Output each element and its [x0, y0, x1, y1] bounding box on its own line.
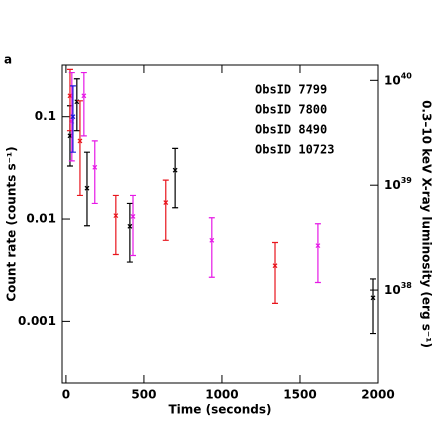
legend-entry: ObsID 7799: [255, 83, 327, 97]
y2-tick-label: 1038: [384, 281, 412, 297]
data-point: [113, 213, 119, 219]
plot-frame: [61, 64, 379, 384]
legend-entry: ObsID 8490: [255, 123, 327, 137]
error-bar: [162, 179, 169, 241]
point-group: [208, 217, 215, 278]
y-axis-label: Count rate (counts s⁻¹): [5, 146, 19, 301]
data-point: [84, 185, 90, 191]
error-bar: [91, 140, 98, 205]
x-tick-label: 1500: [283, 388, 316, 402]
error-bar: [208, 217, 215, 278]
error-bar: [130, 194, 137, 257]
error-bar: [172, 147, 179, 209]
x-tick-label: 1000: [205, 388, 238, 402]
point-group: [370, 278, 377, 335]
tick-base: 10: [384, 73, 401, 87]
legend-entry: ObsID 10723: [255, 143, 334, 157]
data-point: [209, 237, 215, 243]
point-group: [80, 71, 87, 137]
tick-exponent: 38: [401, 281, 413, 290]
x-axis-label: Time (seconds): [168, 403, 271, 417]
y-tick-label: 0.001: [18, 314, 56, 328]
data-point: [315, 243, 321, 249]
error-bar: [314, 223, 321, 284]
error-bar: [68, 71, 75, 162]
point-group: [130, 194, 137, 257]
tick-base: 10: [384, 283, 401, 297]
data-point: [370, 295, 376, 301]
point-group: [91, 140, 98, 205]
x-tick-label: 500: [131, 388, 156, 402]
point-group: [73, 78, 80, 132]
point-group: [112, 194, 119, 256]
data-point: [130, 214, 136, 219]
error-bar: [76, 100, 83, 197]
error-bar: [69, 85, 76, 153]
point-group: [83, 151, 90, 227]
x-tick-label: 0: [62, 388, 70, 402]
error-bar: [80, 71, 87, 137]
data-point: [163, 200, 169, 205]
tick-base: 10: [384, 178, 401, 192]
tick-exponent: 40: [401, 71, 413, 80]
point-group: [272, 241, 279, 304]
error-bar: [126, 202, 133, 263]
data-point: [272, 263, 278, 269]
y-tick-label: 0.01: [26, 212, 56, 226]
point-group: [314, 223, 321, 284]
data-point: [77, 138, 83, 144]
point-group: [162, 179, 169, 241]
data-point: [81, 93, 87, 99]
tick-exponent: 39: [401, 176, 413, 185]
y2-tick-label: 1039: [384, 176, 412, 192]
point-group: [69, 85, 76, 153]
data-point: [70, 114, 76, 120]
point-group: [126, 202, 133, 263]
legend-entry: ObsID 7800: [255, 103, 327, 117]
error-bar: [112, 194, 119, 256]
data-point: [92, 164, 98, 170]
point-group: [172, 147, 179, 209]
y2-tick-label: 1040: [384, 71, 412, 87]
x-tick-label: 2000: [361, 388, 394, 402]
point-group: [76, 100, 83, 197]
error-bar: [370, 278, 377, 335]
y-tick-label: 0.1: [35, 109, 56, 123]
point-group: [68, 71, 75, 162]
error-bar: [73, 78, 80, 132]
data-point: [172, 167, 178, 173]
panel-label: a: [4, 53, 12, 67]
data-point: [127, 223, 133, 229]
error-bar: [272, 241, 279, 304]
y2-axis-label: 0.3–10 keV X-ray luminosity (erg s⁻¹): [420, 100, 434, 348]
